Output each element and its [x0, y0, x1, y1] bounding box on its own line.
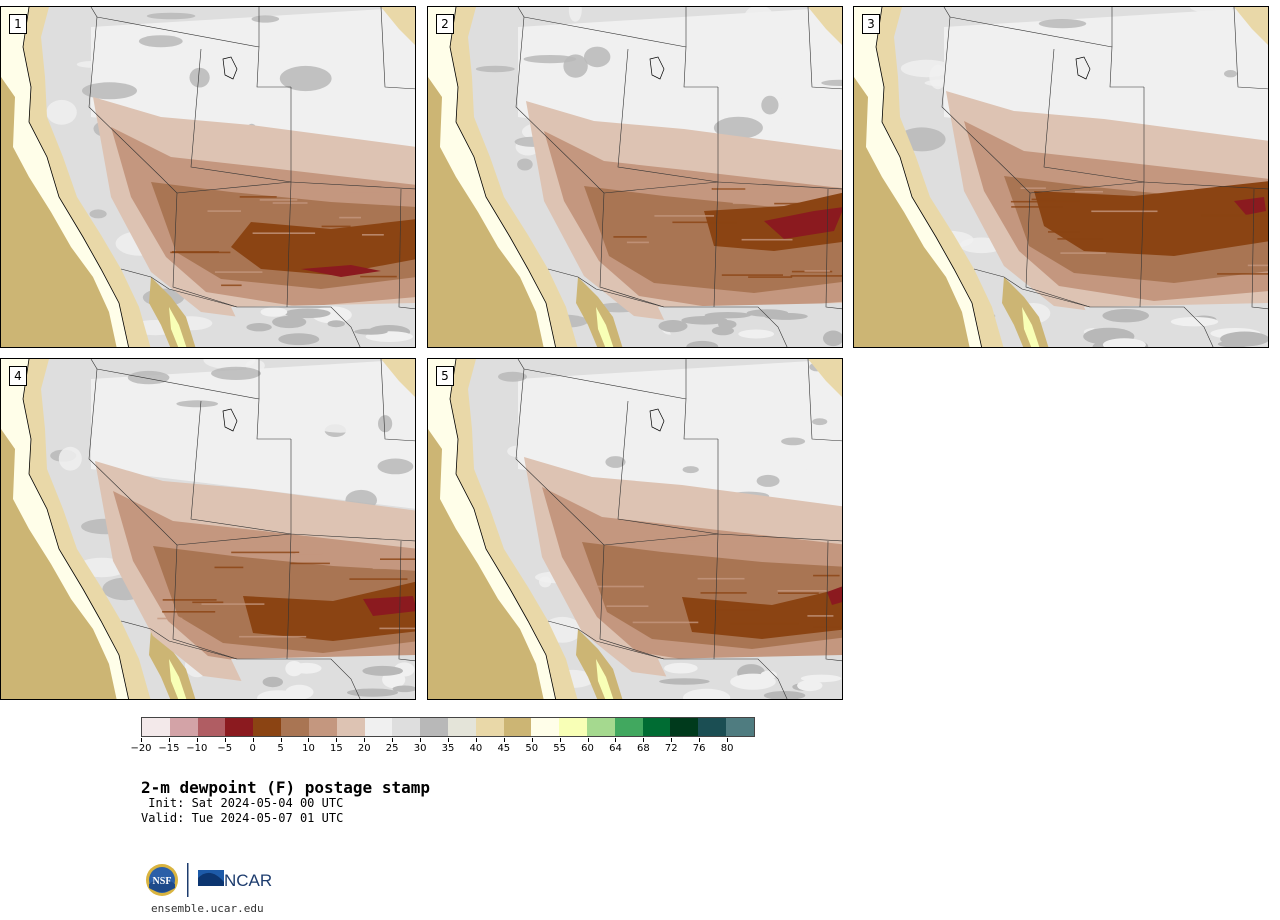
colorbar-tick-label: 40 [469, 743, 483, 754]
colorbar-tick-label: 30 [413, 743, 427, 754]
colorbar-segment [336, 718, 365, 736]
panel-number-label: 2 [436, 14, 454, 34]
logos: NSF NCAR [144, 860, 284, 900]
colorbar-tick-mark [699, 738, 701, 742]
colorbar-segment [281, 718, 309, 736]
map-panel-2: 2 [427, 6, 843, 348]
valid-time: Valid: Tue 2024-05-07 01 UTC [141, 811, 344, 825]
colorbar-tick-mark [727, 738, 729, 742]
colorbar-tick-mark [364, 738, 366, 742]
colorbar-tick-label: 20 [357, 743, 371, 754]
colorbar-tick-mark [168, 738, 170, 742]
colorbar-tick-label: −10 [186, 743, 208, 754]
colorbar-tick-mark [420, 738, 422, 742]
colorbar-tick-mark [643, 738, 645, 742]
colorbar-tick-label: 50 [525, 743, 539, 754]
colorbar-tick-label: 55 [553, 743, 566, 754]
colorbar-segment [197, 718, 226, 736]
map-panel-3: 3 [853, 6, 1269, 348]
colorbar-tick-label: 0 [249, 743, 256, 754]
colorbar-tick-label: 64 [609, 743, 622, 754]
colorbar-tick-label: 68 [636, 743, 650, 754]
colorbar-segment [559, 718, 587, 736]
colorbar [141, 717, 755, 737]
colorbar-tick-label: −15 [158, 743, 180, 754]
logo-divider [187, 863, 189, 897]
colorbar-segment [253, 718, 282, 736]
colorbar-tick-mark [503, 738, 505, 742]
colorbar-tick-mark [280, 738, 282, 742]
colorbar-segment [142, 718, 170, 736]
colorbar-tick-label: 72 [664, 743, 678, 754]
map-panel-5: 5 [427, 358, 843, 700]
colorbar-ticks: −20 −15 −10 −5 0 5 10 15 20 25 30 35 40 45 50 55 60 64 68 7… [130, 738, 755, 758]
colorbar-segment [475, 718, 504, 736]
colorbar-segment [587, 718, 615, 736]
colorbar-tick-label: 60 [581, 743, 594, 754]
init-time: Init: Sat 2024-05-04 00 UTC [141, 796, 344, 810]
colorbar-segment [447, 718, 476, 736]
colorbar-tick-mark [224, 738, 226, 742]
colorbar-tick-label: 76 [692, 743, 706, 754]
colorbar-tick-label: 25 [385, 743, 399, 754]
colorbar-segment [670, 718, 699, 736]
colorbar-tick-mark [336, 738, 338, 742]
colorbar-segment [392, 718, 421, 736]
map-panel-1: 1 [0, 6, 416, 348]
colorbar-tick-label: 80 [720, 743, 734, 754]
colorbar-tick-label: 35 [441, 743, 455, 754]
colorbar-tick-mark [587, 738, 589, 742]
colorbar-tick-label: −5 [217, 743, 233, 754]
nsf-logo-text: NSF [153, 876, 172, 887]
panel-number-label: 4 [9, 366, 27, 386]
colorbar-tick-mark [392, 738, 394, 742]
nsf-logo: NSF [146, 864, 178, 896]
colorbar-tick-label: 5 [277, 743, 284, 754]
colorbar-tick-mark [559, 738, 561, 742]
site-url: ensemble.ucar.edu [151, 902, 264, 915]
colorbar-segment [420, 718, 448, 736]
colorbar-tick-mark [615, 738, 617, 742]
colorbar-segment [503, 718, 532, 736]
colorbar-segment [614, 718, 643, 736]
colorbar-tick-mark [252, 738, 254, 742]
colorbar-tick-mark [475, 738, 477, 742]
panel-number-label: 3 [862, 14, 880, 34]
colorbar-tick-mark [671, 738, 673, 742]
colorbar-tick-mark [196, 738, 198, 742]
figure-title: 2-m dewpoint (F) postage stamp [141, 778, 430, 797]
colorbar-segment [726, 718, 754, 736]
colorbar-tick-label: 10 [302, 743, 315, 754]
ncar-logo: NCAR [198, 870, 272, 890]
colorbar-tick-label: 45 [497, 743, 511, 754]
colorbar-tick-mark [308, 738, 310, 742]
colorbar-segment [308, 718, 337, 736]
colorbar-tick-mark [531, 738, 533, 742]
colorbar-segment [364, 718, 393, 736]
colorbar-tick-label: 15 [329, 743, 343, 754]
colorbar-segment [225, 718, 254, 736]
ncar-logo-text: NCAR [224, 871, 272, 890]
colorbar-tick-mark [141, 738, 142, 742]
colorbar-segment [531, 718, 560, 736]
colorbar-segment [698, 718, 727, 736]
colorbar-segment [642, 718, 671, 736]
panel-number-label: 5 [436, 366, 454, 386]
colorbar-tick-label: −20 [130, 743, 152, 754]
map-panel-4: 4 [0, 358, 416, 700]
colorbar-tick-mark [448, 738, 449, 742]
colorbar-segment [169, 718, 198, 736]
panel-number-label: 1 [9, 14, 27, 34]
